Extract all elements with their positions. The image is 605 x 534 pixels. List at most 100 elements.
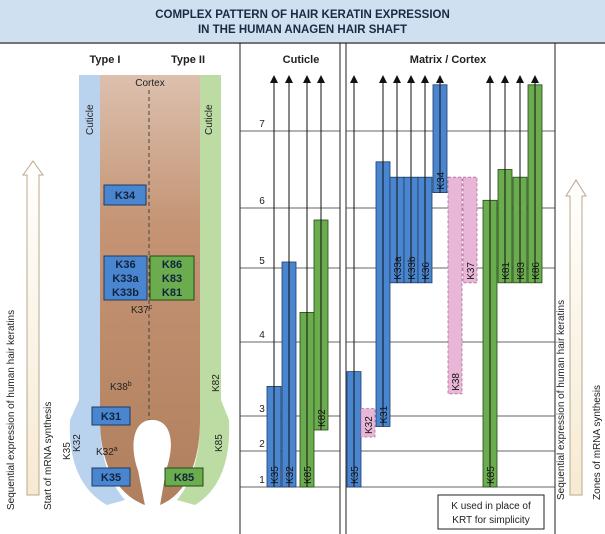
matrix-bar-k35: K35 bbox=[346, 75, 362, 488]
svg-text:K31: K31 bbox=[101, 411, 121, 423]
matrix-arrow-head-k81 bbox=[501, 75, 509, 83]
matrix-arrow-head-k86 bbox=[531, 75, 539, 83]
svg-text:K81: K81 bbox=[162, 287, 182, 299]
type-two-cuticle bbox=[177, 75, 230, 505]
cuticle-arrow-head-k82 bbox=[317, 75, 325, 83]
matrix-bar-rect-k38 bbox=[447, 176, 463, 395]
outer-right-k82: K82 bbox=[211, 374, 222, 392]
cuticle-bar-k32: K32 bbox=[281, 75, 297, 488]
outer-left-k32: K32 bbox=[72, 434, 83, 452]
type-one-cuticle bbox=[69, 75, 125, 505]
note-line-1: K used in place of bbox=[451, 501, 531, 512]
matrix-arrow-head-k35 bbox=[350, 75, 358, 83]
cuticle-bar-label-k35: K35 bbox=[270, 466, 281, 484]
matrix-arrow-head-k83 bbox=[516, 75, 524, 83]
type-two-label: Type II bbox=[171, 54, 205, 66]
zone-label-4: 4 bbox=[259, 330, 265, 341]
matrix-bar-label-k85: K85 bbox=[486, 466, 497, 484]
matrix-bar-label-k38: K38 bbox=[451, 373, 462, 391]
cuticle-arrow-head-k85 bbox=[303, 75, 311, 83]
zone-label-1: 1 bbox=[259, 475, 265, 486]
k32-label: K32a bbox=[96, 446, 118, 458]
matrix-bar-label-k36: K36 bbox=[421, 262, 432, 280]
matrix-bar-label-k31: K31 bbox=[379, 405, 390, 423]
matrix-bar-rect-k37 bbox=[462, 176, 478, 284]
cuticle-arrow-head-k32 bbox=[285, 75, 293, 83]
matrix-chart-title: Matrix / Cortex bbox=[410, 54, 487, 66]
zone-label-5: 5 bbox=[259, 256, 265, 267]
zone-label-7: 7 bbox=[259, 119, 265, 130]
cuticle-right-label: Cuticle bbox=[204, 104, 215, 135]
right-sequence-arrow bbox=[565, 179, 587, 496]
svg-text:K33a: K33a bbox=[112, 273, 139, 285]
svg-text:K35: K35 bbox=[101, 472, 121, 484]
matrix-bar-label-k83: K83 bbox=[516, 262, 527, 280]
cuticle-bar-label-k82: K82 bbox=[317, 409, 328, 427]
matrix-bar-k86: K86 bbox=[527, 75, 543, 284]
cuticle-bar-k85: K85 bbox=[299, 75, 315, 488]
matrix-bar-k83: K83 bbox=[512, 75, 528, 284]
zone-label-3: 3 bbox=[259, 404, 265, 415]
keratin-box-k85: K85 bbox=[164, 467, 204, 487]
title-line-1: COMPLEX PATTERN OF HAIR KERATIN EXPRESSI… bbox=[155, 9, 450, 21]
matrix-bar-k38: K38 bbox=[447, 176, 463, 395]
matrix-bar-label-k33a: K33a bbox=[393, 256, 404, 280]
matrix-bar-k32: K32 bbox=[360, 408, 376, 438]
matrix-bar-k33b: K33b bbox=[403, 75, 419, 284]
keratin-box-type-one-group: K36 K33a K33b bbox=[103, 255, 148, 301]
title-line-2: IN THE HUMAN ANAGEN HAIR SHAFT bbox=[198, 24, 407, 36]
matrix-bar-k37: K37 bbox=[462, 176, 478, 284]
zone-label-6: 6 bbox=[259, 196, 265, 207]
outer-left-k35: K35 bbox=[62, 442, 73, 460]
svg-text:K85: K85 bbox=[174, 472, 194, 484]
keratin-box-k35: K35 bbox=[91, 467, 131, 487]
cuticle-left-label: Cuticle bbox=[85, 104, 96, 135]
zone-label-2: 2 bbox=[259, 439, 265, 450]
cuticle-bar-k35: K35 bbox=[266, 75, 282, 488]
matrix-bar-k34: K34 bbox=[432, 75, 448, 194]
right-axis-label-inner: Zones of mRNA synthesis bbox=[592, 385, 603, 500]
note-box: K used in place of KRT for simplicity bbox=[437, 494, 545, 530]
left-axis-label-inner: Start of mRNA synthesis bbox=[43, 402, 54, 510]
keratin-bars: K35 K32 K85 K82 K35 K32 K31 K33a K33b K36 K34 K38 K3… bbox=[266, 75, 543, 488]
matrix-bar-label-k34: K34 bbox=[436, 171, 447, 189]
matrix-bar-label-k32: K32 bbox=[364, 416, 375, 434]
matrix-bar-k85: K85 bbox=[482, 75, 498, 488]
left-axis-label-outer: Sequential expression of human hair kera… bbox=[6, 310, 17, 510]
type-one-label: Type I bbox=[90, 54, 121, 66]
note-line-2: KRT for simplicity bbox=[452, 515, 529, 526]
matrix-arrow-head-k85 bbox=[486, 75, 494, 83]
matrix-bar-rect-k32 bbox=[360, 408, 376, 438]
matrix-bar-k33a: K33a bbox=[389, 75, 405, 284]
matrix-bar-k81: K81 bbox=[497, 75, 513, 284]
cuticle-chart-title: Cuticle bbox=[283, 54, 320, 66]
cuticle-arrow-head-k35 bbox=[270, 75, 278, 83]
matrix-arrow-head-k33a bbox=[393, 75, 401, 83]
matrix-bar-k36: K36 bbox=[417, 75, 433, 284]
matrix-arrow-head-k33b bbox=[407, 75, 415, 83]
cuticle-bar-label-k32: K32 bbox=[285, 466, 296, 484]
k37-label: K37c bbox=[131, 304, 153, 316]
svg-text:K34: K34 bbox=[115, 190, 136, 202]
matrix-bar-label-k81: K81 bbox=[501, 262, 512, 280]
svg-text:K33b: K33b bbox=[112, 287, 139, 299]
cuticle-bar-label-k85: K85 bbox=[303, 466, 314, 484]
k38-label: K38b bbox=[110, 381, 132, 393]
svg-text:K86: K86 bbox=[162, 259, 182, 271]
dermal-papilla bbox=[133, 420, 171, 505]
matrix-bar-label-k35: K35 bbox=[350, 466, 361, 484]
matrix-arrow-head-k36 bbox=[421, 75, 429, 83]
header-band bbox=[0, 0, 605, 42]
outer-right-k85: K85 bbox=[214, 434, 225, 452]
keratin-box-k31: K31 bbox=[91, 406, 131, 426]
svg-text:K36: K36 bbox=[115, 259, 135, 271]
matrix-arrow-head-k31 bbox=[379, 75, 387, 83]
matrix-bar-label-k37: K37 bbox=[466, 262, 477, 280]
right-axis-label-outer: Sequential expression of human hair kera… bbox=[556, 300, 567, 500]
left-sequence-arrow bbox=[22, 160, 44, 496]
keratin-box-k34: K34 bbox=[103, 184, 147, 206]
cuticle-bar-k82: K82 bbox=[313, 75, 329, 431]
matrix-bar-label-k33b: K33b bbox=[407, 256, 418, 280]
